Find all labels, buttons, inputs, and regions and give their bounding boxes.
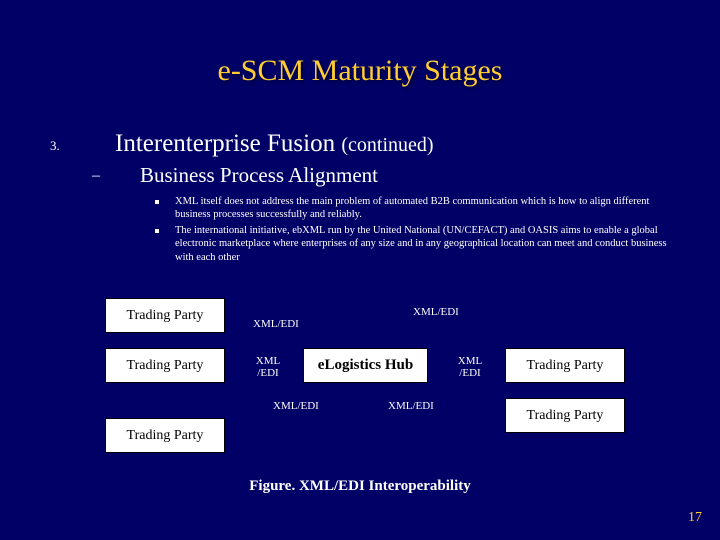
page-number: 17 [688, 510, 702, 526]
xml-edi-label: XML /EDI [455, 355, 485, 379]
main-item-text: Interenterprise Fusion [115, 130, 335, 157]
bullet-text: XML itself does not address the main pro… [175, 195, 675, 221]
trading-party-box: Trading Party [105, 298, 225, 333]
main-list-item: Interenterprise Fusion (continued) [115, 130, 434, 158]
sub-list-item: Business Process Alignment [140, 163, 378, 188]
bullet-item: The international initiative, ebXML run … [155, 224, 675, 263]
xml-edi-label: XML/EDI [413, 306, 459, 318]
xml-edi-label: XML /EDI [253, 355, 283, 379]
list-number: 3. [50, 138, 60, 154]
square-bullet-icon [155, 229, 159, 233]
slide-title: e-SCM Maturity Stages [0, 0, 720, 88]
trading-party-box: Trading Party [505, 398, 625, 433]
trading-party-box: Trading Party [105, 348, 225, 383]
bullet-list: XML itself does not address the main pro… [155, 195, 675, 267]
square-bullet-icon [155, 200, 159, 204]
xml-edi-label: XML/EDI [273, 400, 319, 412]
trading-party-box: Trading Party [505, 348, 625, 383]
bullet-text: The international initiative, ebXML run … [175, 224, 675, 263]
xml-edi-label: XML/EDI [253, 318, 299, 330]
continued-label: (continued) [341, 134, 433, 156]
bullet-item: XML itself does not address the main pro… [155, 195, 675, 221]
dash-bullet: – [92, 167, 100, 185]
figure-caption: Figure. XML/EDI Interoperability [0, 478, 720, 495]
diagram: Trading Party Trading Party Trading Part… [105, 298, 625, 453]
xml-edi-label: XML/EDI [388, 400, 434, 412]
hub-box: eLogistics Hub [303, 348, 428, 383]
trading-party-box: Trading Party [105, 418, 225, 453]
